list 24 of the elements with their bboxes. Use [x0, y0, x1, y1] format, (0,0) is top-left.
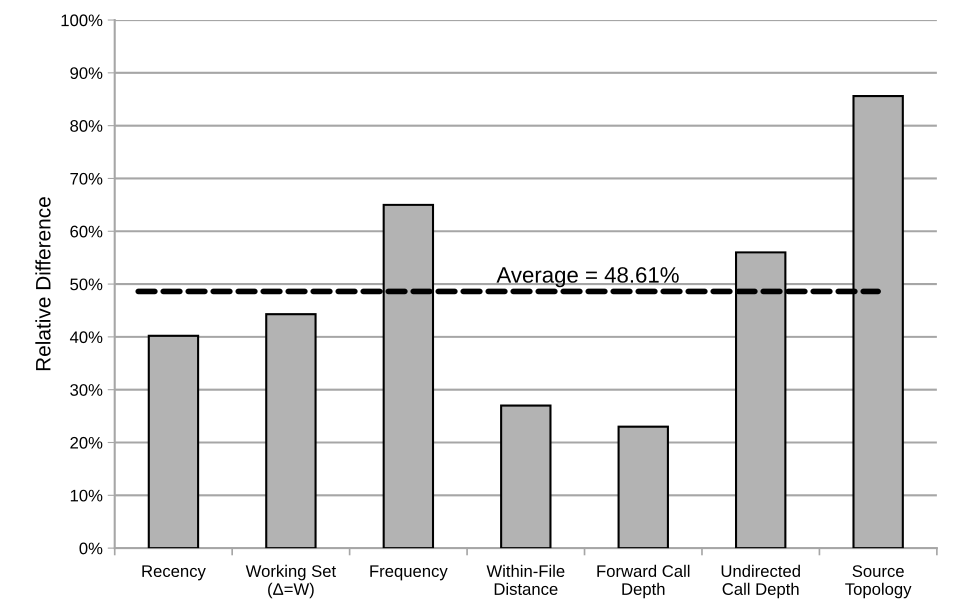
- y-tick-label: 30%: [70, 384, 102, 396]
- y-tick-label: 70%: [70, 172, 102, 185]
- x-tick-label: Working Set (Δ=W): [246, 564, 336, 598]
- y-tick-label: 60%: [70, 226, 102, 238]
- x-tick-label: Forward Call Depth: [597, 564, 690, 598]
- x-tick-label: Undirected Call Depth: [722, 564, 800, 598]
- bar: [618, 426, 669, 548]
- y-tick-label: 40%: [70, 331, 102, 344]
- y-tick-label: 100%: [62, 14, 102, 26]
- y-tick-label: 50%: [70, 278, 102, 290]
- bar: [148, 334, 200, 548]
- y-axis-title: Relative Difference: [35, 197, 51, 370]
- y-tick-label: 0%: [79, 542, 102, 554]
- x-tick-label: Within-File Distance: [486, 564, 564, 595]
- bar: [265, 313, 317, 548]
- y-tick-label: 20%: [70, 436, 102, 449]
- ref-line-label: Average = 48.61%: [496, 267, 679, 288]
- y-tick-label: 90%: [70, 67, 102, 80]
- bar: [500, 404, 552, 548]
- x-tick-label: Frequency: [370, 565, 448, 580]
- x-tick-label: Recency: [142, 565, 206, 580]
- y-tick-label: 10%: [70, 490, 102, 502]
- x-tick-label: Source Topology: [845, 565, 912, 598]
- y-tick-label: 80%: [70, 120, 102, 132]
